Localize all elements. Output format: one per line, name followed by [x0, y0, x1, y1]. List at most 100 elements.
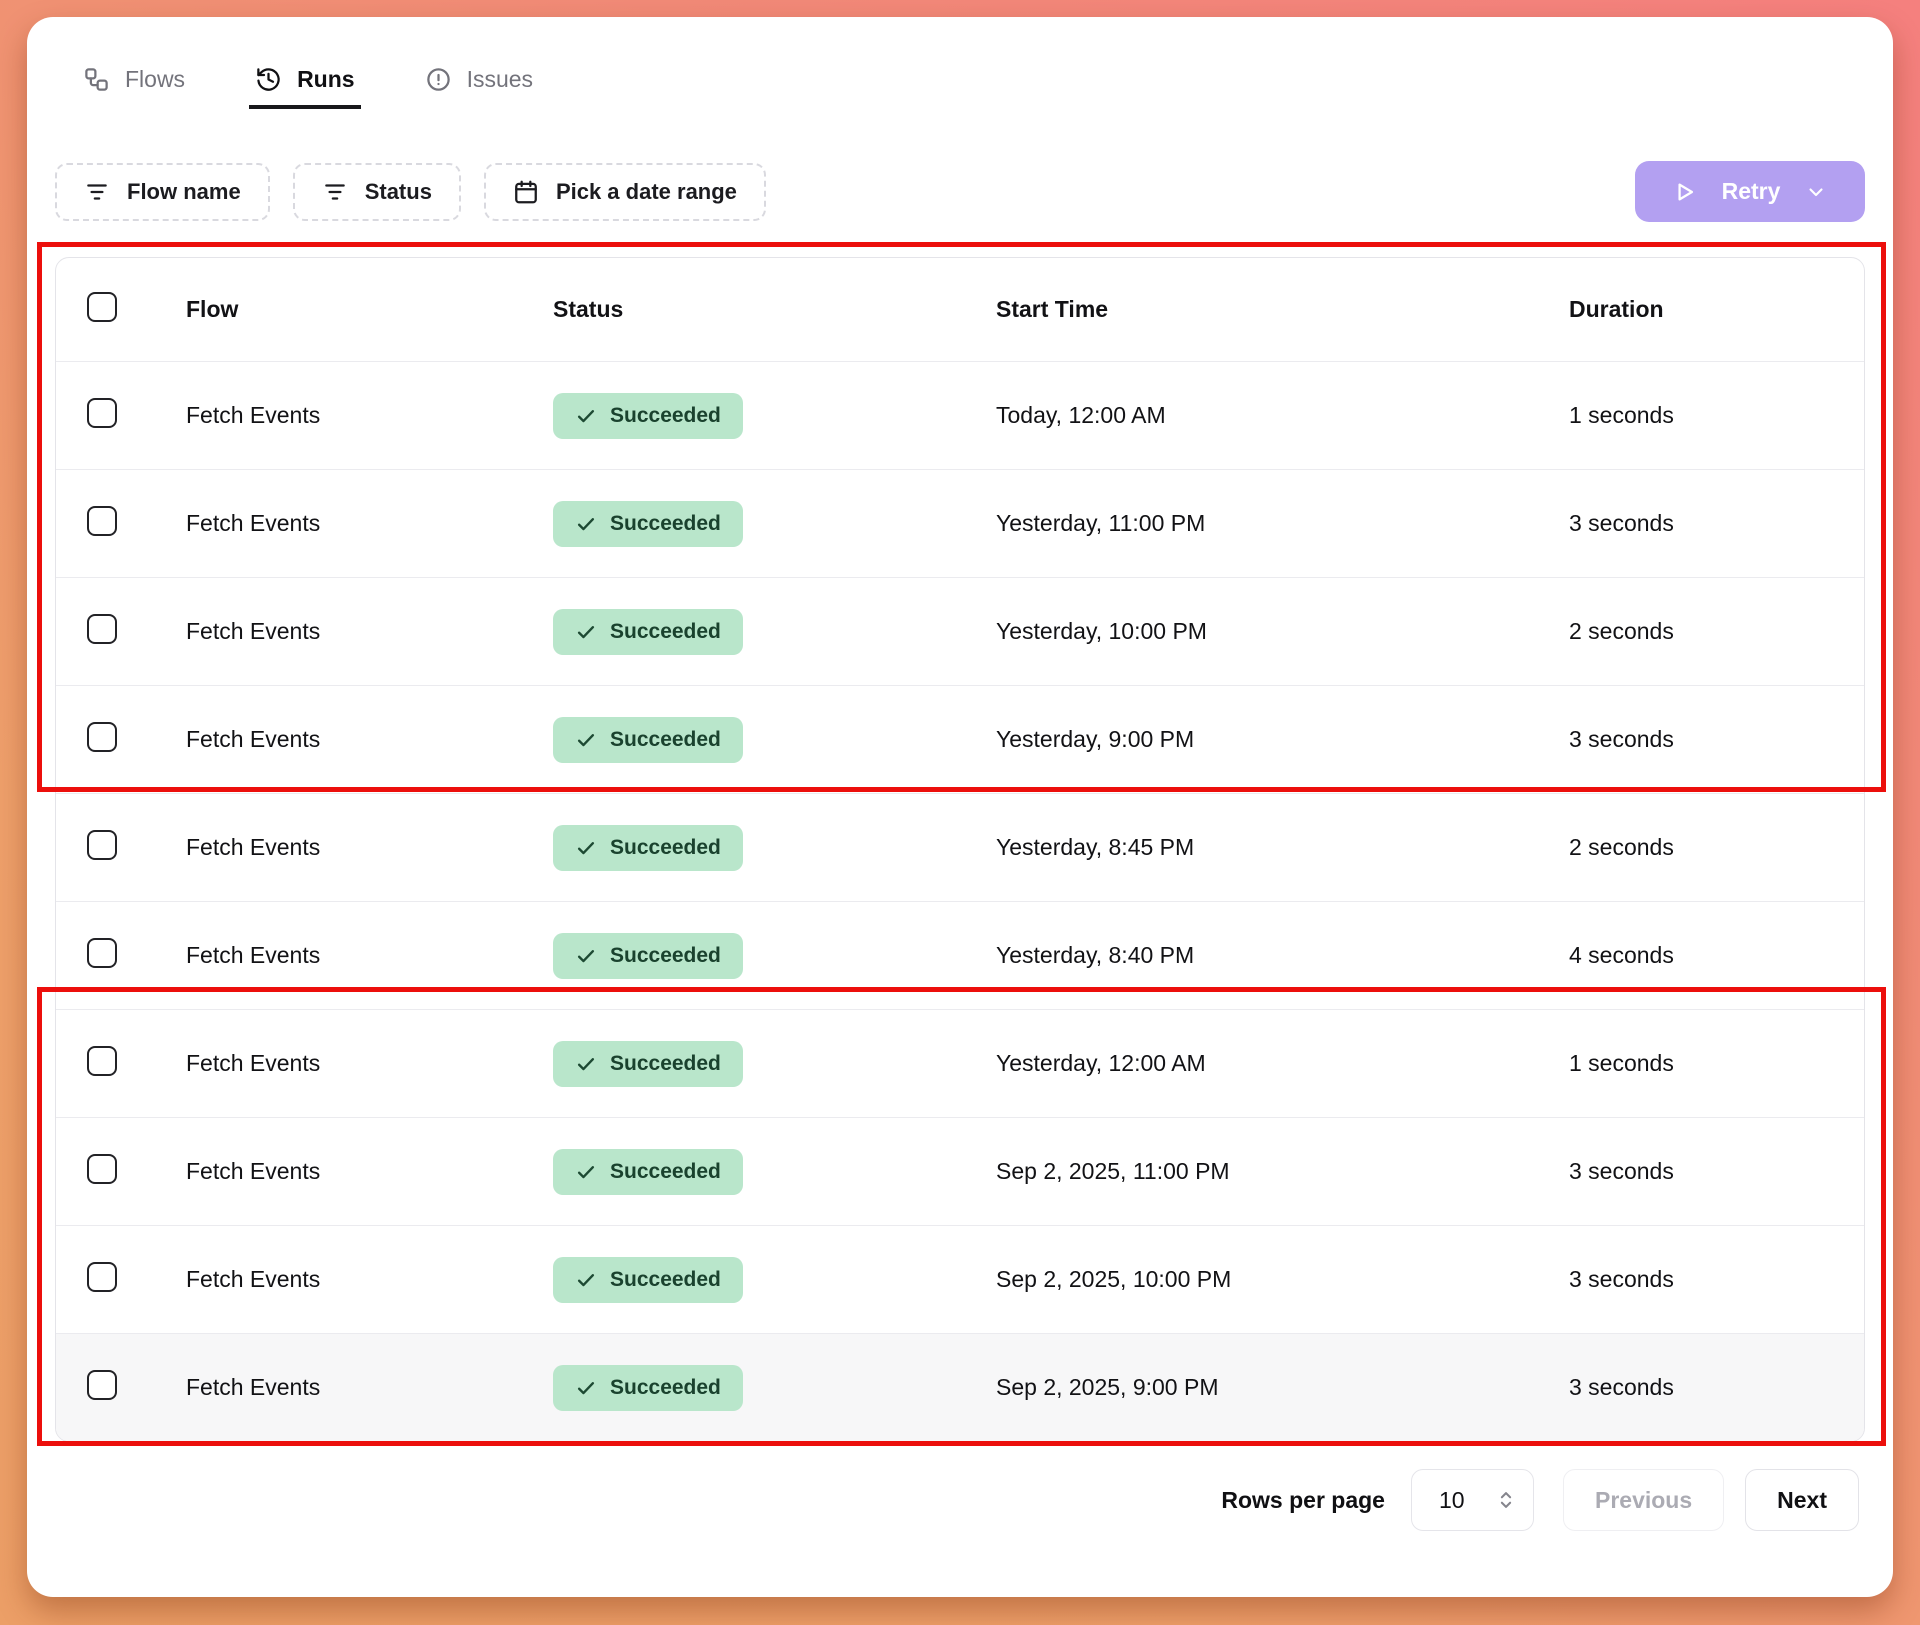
calendar-icon [515, 180, 537, 203]
toolbar: Flow name Status Pick a date range Retry [55, 161, 1865, 222]
status-badge-label: Succeeded [610, 1267, 721, 1291]
retry-button[interactable]: Retry [1635, 161, 1865, 222]
check-icon [577, 733, 595, 746]
status-badge-label: Succeeded [610, 1051, 721, 1075]
start-time: Sep 2, 2025, 11:00 PM [996, 1158, 1230, 1184]
table-row[interactable]: Fetch Events Succeeded Yesterday, 11:00 … [56, 469, 1864, 577]
alert-circle-icon [426, 67, 450, 91]
tab-issues-label: Issues [466, 65, 534, 92]
history-icon [257, 67, 280, 91]
flow-name: Fetch Events [186, 1374, 321, 1400]
check-icon [577, 625, 595, 638]
row-checkbox[interactable] [87, 613, 117, 644]
tab-issues[interactable]: Issues [419, 53, 539, 109]
rows-per-page-label: Rows per page [1221, 1486, 1385, 1513]
status-badge-label: Succeeded [610, 727, 721, 751]
flow-name-filter-button[interactable]: Flow name [55, 162, 270, 221]
start-time: Yesterday, 10:00 PM [996, 618, 1207, 644]
status-badge: Succeeded [553, 1364, 743, 1411]
status-badge-label: Succeeded [610, 619, 721, 643]
table-row[interactable]: Fetch Events Succeeded Yesterday, 8:40 P… [56, 901, 1864, 1009]
flow-name: Fetch Events [186, 834, 321, 860]
flow-name: Fetch Events [186, 1050, 321, 1076]
previous-page-button[interactable]: Previous [1562, 1469, 1725, 1531]
row-checkbox[interactable] [87, 1153, 117, 1184]
runs-panel: Flows Runs Issues Flow name [27, 17, 1893, 1597]
table-row[interactable]: Fetch Events Succeeded Sep 2, 2025, 11:0… [56, 1117, 1864, 1225]
chevrons-up-down-icon [1500, 1492, 1512, 1508]
status-badge: Succeeded [553, 716, 743, 763]
table-row[interactable]: Fetch Events Succeeded Yesterday, 10:00 … [56, 577, 1864, 685]
status-badge: Succeeded [553, 392, 743, 439]
start-time: Yesterday, 8:45 PM [996, 834, 1195, 860]
workflow-icon [85, 67, 108, 91]
table-row[interactable]: Fetch Events Succeeded Sep 2, 2025, 9:00… [56, 1333, 1864, 1441]
flow-name: Fetch Events [186, 726, 321, 752]
flow-name: Fetch Events [186, 618, 321, 644]
status-badge: Succeeded [553, 1256, 743, 1303]
status-badge: Succeeded [553, 1040, 743, 1087]
status-badge-label: Succeeded [610, 403, 721, 427]
status-badge-label: Succeeded [610, 1375, 721, 1399]
duration: 3 seconds [1569, 1374, 1674, 1400]
table-row[interactable]: Fetch Events Succeeded Yesterday, 12:00 … [56, 1009, 1864, 1117]
start-time: Today, 12:00 AM [996, 402, 1166, 428]
select-all-checkbox[interactable] [87, 291, 117, 322]
table-row[interactable]: Fetch Events Succeeded Yesterday, 8:45 P… [56, 793, 1864, 901]
next-page-button[interactable]: Next [1745, 1469, 1859, 1531]
play-icon [1678, 182, 1693, 201]
status-badge: Succeeded [553, 500, 743, 547]
status-badge: Succeeded [553, 824, 743, 871]
start-time: Yesterday, 9:00 PM [996, 726, 1195, 752]
start-time: Yesterday, 12:00 AM [996, 1050, 1206, 1076]
table-row[interactable]: Fetch Events Succeeded Today, 12:00 AM 1… [56, 361, 1864, 469]
check-icon [577, 1057, 595, 1070]
tab-flows[interactable]: Flows [77, 53, 191, 109]
date-range-filter-button[interactable]: Pick a date range [483, 162, 766, 221]
rows-per-page-select[interactable]: 10 [1410, 1469, 1534, 1531]
status-badge-label: Succeeded [610, 1159, 721, 1183]
row-checkbox[interactable] [87, 721, 117, 752]
flow-name: Fetch Events [186, 942, 321, 968]
duration: 2 seconds [1569, 834, 1674, 860]
start-time: Yesterday, 11:00 PM [996, 510, 1206, 536]
table-row[interactable]: Fetch Events Succeeded Yesterday, 9:00 P… [56, 685, 1864, 793]
status-filter-label: Status [364, 178, 432, 204]
row-checkbox[interactable] [87, 1045, 117, 1076]
row-checkbox[interactable] [87, 1261, 117, 1292]
filter-lines-icon [324, 183, 345, 200]
table-row[interactable]: Fetch Events Succeeded Sep 2, 2025, 10:0… [56, 1225, 1864, 1333]
flow-name: Fetch Events [186, 1158, 321, 1184]
row-checkbox[interactable] [87, 505, 117, 536]
duration: 1 seconds [1569, 402, 1674, 428]
check-icon [577, 949, 595, 962]
flow-name-filter-label: Flow name [127, 178, 241, 204]
check-icon [577, 1381, 595, 1394]
start-time: Sep 2, 2025, 10:00 PM [996, 1266, 1232, 1292]
duration: 3 seconds [1569, 1158, 1674, 1184]
status-badge: Succeeded [553, 932, 743, 979]
status-badge: Succeeded [553, 608, 743, 655]
check-icon [577, 1273, 595, 1286]
duration: 3 seconds [1569, 510, 1674, 536]
flow-name: Fetch Events [186, 510, 321, 536]
start-time: Sep 2, 2025, 9:00 PM [996, 1374, 1219, 1400]
status-badge-label: Succeeded [610, 835, 721, 859]
duration: 3 seconds [1569, 726, 1674, 752]
status-filter-button[interactable]: Status [292, 162, 461, 221]
date-range-filter-label: Pick a date range [555, 178, 737, 204]
status-badge-label: Succeeded [610, 943, 721, 967]
check-icon [577, 1165, 595, 1178]
duration: 1 seconds [1569, 1050, 1674, 1076]
tab-runs[interactable]: Runs [249, 53, 361, 109]
tab-bar: Flows Runs Issues [77, 53, 1865, 109]
flow-name: Fetch Events [186, 1266, 321, 1292]
start-time: Yesterday, 8:40 PM [996, 942, 1195, 968]
row-checkbox[interactable] [87, 829, 117, 860]
retry-button-label: Retry [1721, 178, 1781, 204]
row-checkbox[interactable] [87, 937, 117, 968]
runs-table: Flow Status Start Time Duration Fetch Ev… [55, 257, 1865, 1442]
row-checkbox[interactable] [87, 1369, 117, 1400]
pagination-bar: Rows per page 10 Previous Next [55, 1469, 1865, 1531]
row-checkbox[interactable] [87, 397, 117, 428]
